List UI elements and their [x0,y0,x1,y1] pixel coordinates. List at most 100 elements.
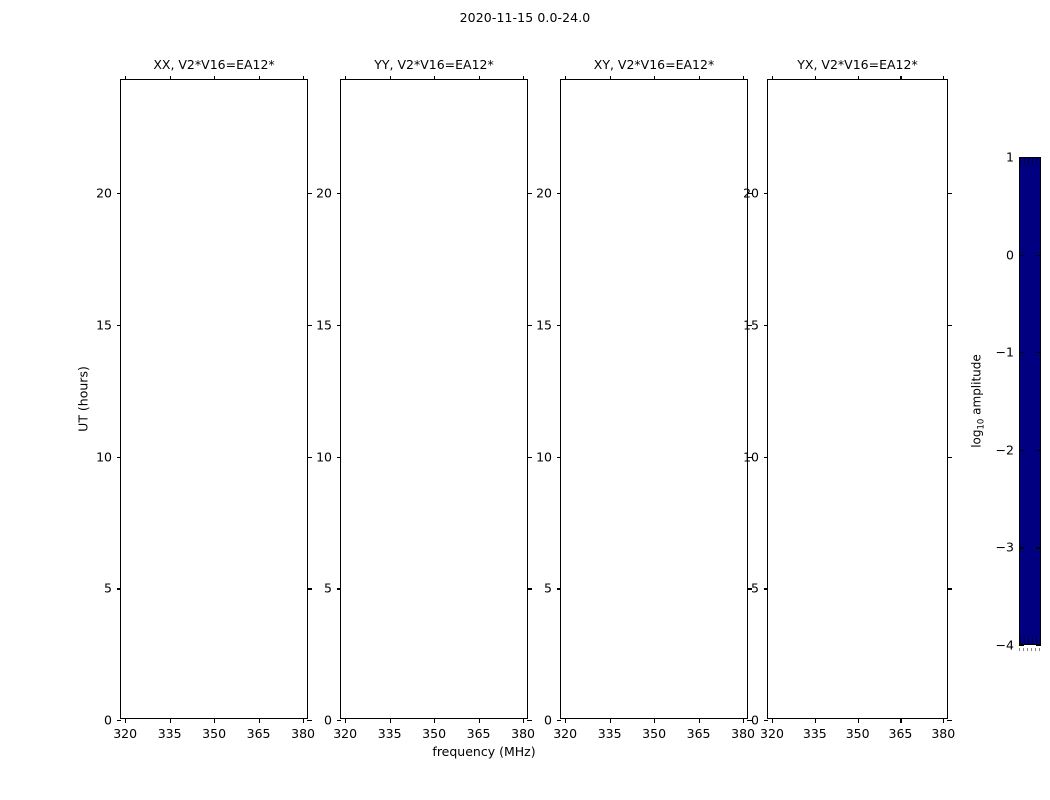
x-tick-mark [771,718,774,723]
colorbar-minor-ticks-bottom [1020,637,1040,644]
x-tick-mark [565,75,567,80]
plot-panel-yx[interactable]: YX, V2*V16=EA12* 320 335 350 365 380 0 5 10 15 20 [743,57,955,741]
x-tick-mark [303,75,305,80]
colorbar-tick-mark [1036,449,1041,451]
x-tick-mark [857,75,859,80]
y-tick-mark [556,193,561,195]
y-tick-mark [747,588,752,590]
x-tick-label: 365 [246,726,271,741]
x-tick-mark [478,75,480,80]
colorbar[interactable]: 1 0 −1 −2 −3 −4 [996,150,1041,653]
x-tick-mark [214,718,216,723]
x-tick-mark [434,718,436,723]
panel-title-yy: YY, V2*V16=EA12* [374,57,494,72]
y-tick-mark [336,720,341,722]
y-tick-label: 15 [316,317,332,333]
y-tick-label: 5 [104,580,112,596]
x-tick-mark [125,75,127,80]
y-tick-mark [116,193,121,195]
colorbar-tick-label: −1 [995,344,1014,360]
x-tick-label: 380 [931,726,956,741]
y-tick-mark [336,588,341,590]
x-tick-mark [900,718,902,723]
y-tick-mark [336,324,341,327]
colorbar-minor-tick-stipple [1019,648,1041,651]
x-tick-mark [654,718,656,723]
y-tick-mark [527,720,532,722]
colorbar-tick-label: −4 [995,637,1014,653]
y-tick-mark [947,456,952,458]
y-tick-mark [947,324,952,327]
x-tick-mark [743,718,745,723]
x-tick-mark [654,75,656,80]
x-tick-mark [478,718,480,723]
x-tick-mark [169,718,171,723]
panel-title-yx: YX, V2*V16=EA12* [797,57,918,72]
y-tick-label: 10 [316,449,332,465]
y-tick-mark [763,588,768,590]
y-tick-mark [336,193,341,195]
y-tick-label: 20 [96,185,112,201]
y-tick-mark [763,324,768,327]
colorbar-tick-mark [1019,547,1024,549]
x-tick-label: 335 [377,726,402,741]
x-tick-mark [609,75,611,80]
colorbar-tick-mark [1019,352,1024,354]
y-tick-mark [116,324,121,327]
y-tick-label: 15 [96,317,112,333]
plot-panel-xy[interactable]: XY, V2*V16=EA12* 320 335 350 365 380 0 5 10 15 20 [536,57,755,741]
x-tick-mark [258,718,260,723]
panel-title-xx: XX, V2*V16=EA12* [153,57,275,72]
y-tick-mark [747,193,752,195]
x-tick-label: 320 [113,726,138,741]
x-tick-label: 380 [511,726,535,741]
x-tick-mark [125,718,127,723]
colorbar-tick-label: 1 [1006,149,1014,165]
x-tick-mark [814,75,816,80]
y-tick-mark [307,588,312,590]
y-tick-mark [527,193,532,195]
y-tick-mark [747,720,752,722]
y-tick-mark [556,588,561,590]
plot-panel-yy[interactable]: YY, V2*V16=EA12* 320 335 350 365 380 0 5 10 15 20 [316,57,535,741]
y-tick-mark [763,456,768,458]
y-tick-label: 20 [316,185,332,201]
x-tick-mark [814,718,816,723]
x-tick-mark [565,718,567,723]
y-tick-mark [763,720,768,722]
x-tick-mark [698,718,700,723]
colorbar-minor-ticks-top [1020,158,1040,165]
x-tick-label: 380 [731,726,755,741]
y-tick-mark [116,588,121,590]
x-tick-mark [214,75,216,80]
y-tick-mark [527,456,532,458]
colorbar-tick-label: −3 [995,539,1014,555]
y-tick-label: 0 [544,712,552,728]
x-tick-label: 365 [466,726,491,741]
y-tick-mark [116,720,121,722]
x-tick-mark [698,75,700,80]
y-tick-label: 10 [743,449,759,465]
colorbar-tick-mark [1036,547,1041,549]
y-tick-label: 0 [751,712,759,728]
x-axis-label: frequency (MHz) [432,744,536,759]
x-tick-mark [169,75,171,80]
x-tick-mark [345,75,347,80]
x-tick-mark [943,75,945,80]
x-tick-mark [303,718,305,723]
y-tick-label: 10 [536,449,552,465]
colorbar-tick-mark [1036,254,1041,256]
plot-panel-xx[interactable]: XX, V2*V16=EA12* 320 335 350 365 380 0 5 10 15 20 [96,57,315,741]
y-tick-label: 5 [751,580,759,596]
y-tick-mark [947,193,952,195]
y-tick-mark [307,456,312,458]
y-tick-mark [947,588,952,590]
x-tick-mark [943,718,945,723]
y-tick-mark [307,324,312,327]
y-tick-label: 15 [743,317,759,333]
y-tick-mark [116,456,121,458]
y-tick-label: 20 [743,185,759,201]
x-tick-mark [434,75,436,80]
x-tick-mark [900,75,902,80]
colorbar-tick-mark [1019,449,1024,451]
